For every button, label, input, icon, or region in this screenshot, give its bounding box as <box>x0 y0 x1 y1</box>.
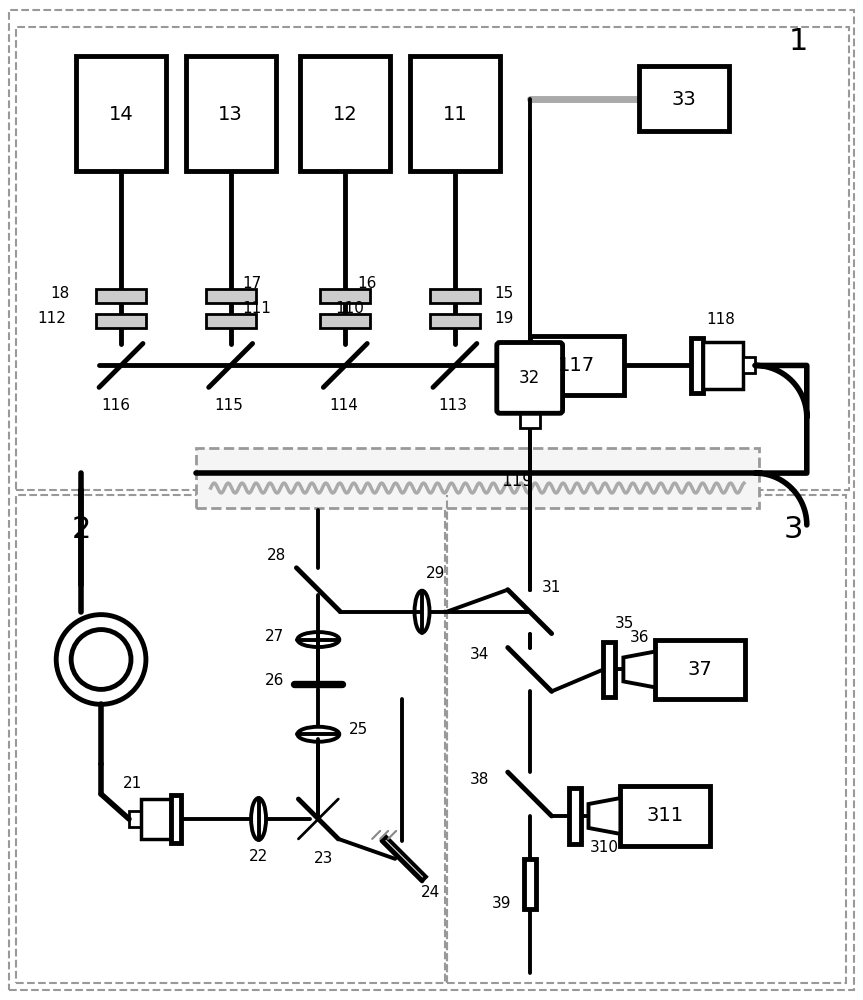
Text: 110: 110 <box>336 301 364 316</box>
Text: 18: 18 <box>50 286 69 301</box>
Text: 38: 38 <box>470 772 489 787</box>
Bar <box>76 56 166 171</box>
Text: 35: 35 <box>614 616 634 631</box>
Bar <box>410 56 500 171</box>
Text: 25: 25 <box>349 722 368 737</box>
Polygon shape <box>589 798 620 834</box>
Bar <box>205 289 255 303</box>
Bar <box>96 314 146 328</box>
Text: 113: 113 <box>438 398 468 413</box>
Text: 2: 2 <box>72 515 91 544</box>
Text: 36: 36 <box>630 630 649 645</box>
Text: 16: 16 <box>357 276 376 291</box>
Text: 14: 14 <box>109 105 134 124</box>
Bar <box>569 788 581 844</box>
Bar <box>129 811 141 827</box>
Bar <box>186 56 275 171</box>
Text: 114: 114 <box>329 398 358 413</box>
Text: 111: 111 <box>243 301 272 316</box>
Text: 39: 39 <box>492 896 512 911</box>
Bar <box>603 642 615 697</box>
Text: 32: 32 <box>519 369 540 387</box>
Bar <box>530 336 624 395</box>
Bar <box>743 357 755 373</box>
Text: 33: 33 <box>671 90 696 109</box>
Bar <box>141 799 171 839</box>
Bar <box>16 495 445 983</box>
Text: 117: 117 <box>558 356 595 375</box>
Text: 21: 21 <box>123 776 142 791</box>
Text: 13: 13 <box>218 105 243 124</box>
Text: 12: 12 <box>333 105 357 124</box>
Text: 31: 31 <box>542 580 561 595</box>
Text: 23: 23 <box>313 851 333 866</box>
Bar <box>205 314 255 328</box>
Bar <box>96 289 146 303</box>
Text: 115: 115 <box>214 398 243 413</box>
Text: 118: 118 <box>707 312 735 327</box>
Bar <box>430 314 480 328</box>
Bar <box>520 410 539 428</box>
Text: 1: 1 <box>789 27 809 56</box>
Bar <box>703 342 743 389</box>
Text: 15: 15 <box>494 286 514 301</box>
Bar <box>196 448 759 508</box>
Text: 310: 310 <box>590 840 619 855</box>
Text: 119: 119 <box>501 472 532 490</box>
Text: 24: 24 <box>420 885 439 900</box>
Bar <box>524 859 536 909</box>
Text: 3: 3 <box>784 515 803 544</box>
Text: 17: 17 <box>243 276 261 291</box>
Text: 22: 22 <box>249 849 268 864</box>
Text: 11: 11 <box>443 105 467 124</box>
Bar <box>620 786 710 846</box>
Text: 19: 19 <box>494 311 514 326</box>
Bar <box>655 640 745 699</box>
Bar <box>691 338 703 393</box>
Text: 27: 27 <box>265 629 284 644</box>
Bar <box>320 289 370 303</box>
Bar <box>430 289 480 303</box>
Text: 311: 311 <box>646 806 683 825</box>
Text: 28: 28 <box>267 548 287 563</box>
FancyBboxPatch shape <box>497 343 563 413</box>
Text: 29: 29 <box>426 566 445 581</box>
Polygon shape <box>623 652 655 687</box>
Text: 37: 37 <box>688 660 713 679</box>
Text: 34: 34 <box>470 647 489 662</box>
Text: 112: 112 <box>37 311 66 326</box>
Bar <box>171 795 181 843</box>
Bar <box>320 314 370 328</box>
Bar <box>16 27 848 490</box>
Polygon shape <box>382 837 426 881</box>
Bar <box>639 66 729 131</box>
Text: 26: 26 <box>265 673 284 688</box>
Text: 116: 116 <box>102 398 130 413</box>
Bar <box>300 56 390 171</box>
Bar <box>447 495 846 983</box>
